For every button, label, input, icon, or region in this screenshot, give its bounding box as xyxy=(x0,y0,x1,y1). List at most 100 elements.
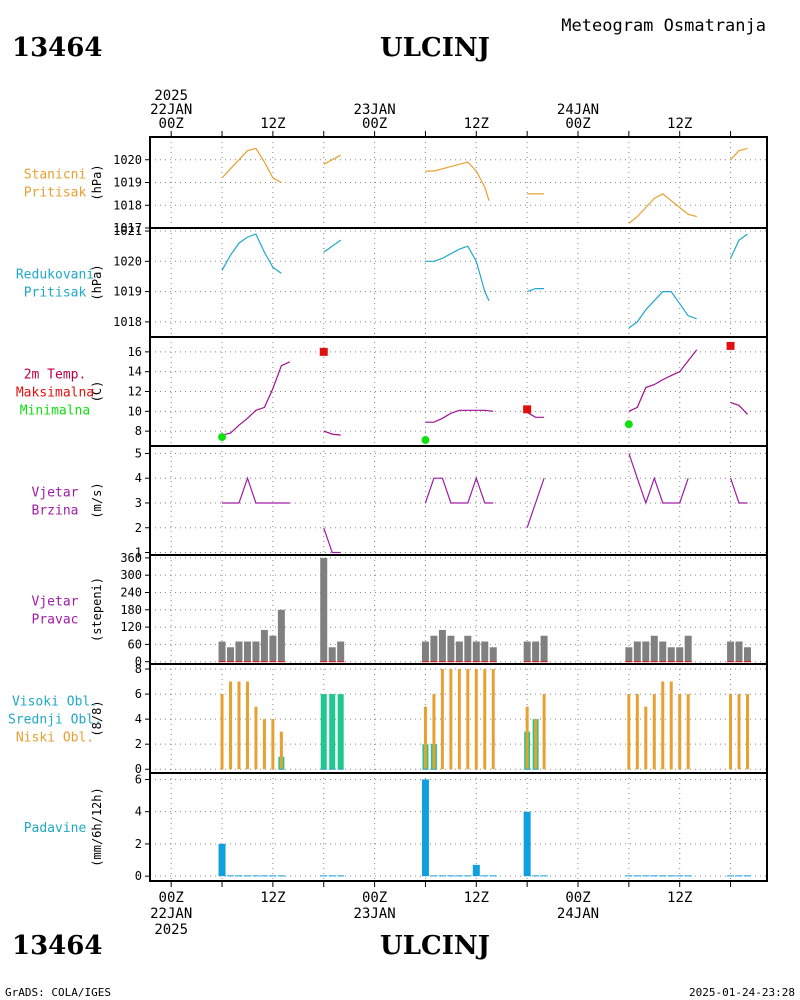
y-axis-label: (mm/6h/12h) xyxy=(90,787,104,866)
panel-label: Stanicni xyxy=(24,168,87,183)
time-label-top: 00Z xyxy=(159,116,184,132)
panel-label: Pritisak xyxy=(24,186,87,201)
panel-label: Visoki Obl. xyxy=(12,695,98,710)
bar-mark xyxy=(650,875,658,877)
cloud-bar xyxy=(635,694,639,770)
panel-label: Pritisak xyxy=(24,286,87,301)
bar-mark xyxy=(252,641,260,662)
y-tick-label: 1019 xyxy=(113,176,142,190)
series-line xyxy=(526,288,545,293)
y-tick-label: 1 xyxy=(135,546,142,560)
time-label-bottom: 12Z xyxy=(260,890,285,906)
series-line xyxy=(323,430,341,436)
y-tick-label: 1017 xyxy=(113,221,142,235)
cloud-bar xyxy=(449,669,453,770)
y-tick-label: 0 xyxy=(135,869,142,883)
y-tick-label: 16 xyxy=(128,345,142,359)
bar-mark xyxy=(523,811,531,877)
time-label-bottom: 00Z xyxy=(362,890,387,906)
bar-mark xyxy=(727,875,735,877)
bar-mark xyxy=(650,635,658,662)
bar-mark xyxy=(659,641,667,662)
bar-mark xyxy=(277,875,285,877)
y-tick-label: 300 xyxy=(120,568,142,582)
bar-mark xyxy=(320,557,328,662)
cloud-bar xyxy=(737,694,741,770)
data-layer xyxy=(218,557,752,663)
y-tick-label: 6 xyxy=(135,687,142,701)
bar-mark xyxy=(489,875,497,877)
bar-mark xyxy=(744,875,752,877)
footer-station-id: 13464 xyxy=(12,931,102,961)
bar-mark xyxy=(447,635,455,662)
cloud-bar xyxy=(661,681,665,770)
cloud-bar xyxy=(474,669,478,770)
time-label-bottom: 23JAN xyxy=(354,906,396,922)
series-line xyxy=(526,411,545,418)
y-tick-label: 120 xyxy=(120,620,142,634)
bar-mark xyxy=(625,647,633,662)
time-label-top: 00Z xyxy=(565,116,590,132)
bar-mark xyxy=(684,875,692,877)
series-line xyxy=(730,478,748,504)
cloud-bar xyxy=(279,731,283,770)
bar-mark xyxy=(735,875,743,877)
y-axis-label: (m/s) xyxy=(90,482,104,518)
y-tick-label: 10 xyxy=(128,404,142,418)
bar-mark xyxy=(438,875,446,877)
cloud-bar xyxy=(220,694,224,770)
y-tick-label: 1020 xyxy=(113,153,142,167)
min-temp-marker xyxy=(218,433,227,442)
bar-mark xyxy=(523,641,531,662)
y-tick-label: 12 xyxy=(128,385,142,399)
cloud-bar xyxy=(320,694,327,770)
bar-mark xyxy=(472,641,480,662)
cloud-bar xyxy=(237,681,241,770)
y-tick-label: 240 xyxy=(120,585,142,599)
y-tick-label: 8 xyxy=(135,662,142,676)
series-line xyxy=(628,349,698,412)
y-tick-label: 6 xyxy=(135,772,142,786)
min-temp-marker xyxy=(421,436,430,445)
cloud-bar xyxy=(457,669,461,770)
y-tick-label: 4 xyxy=(135,805,142,819)
y-tick-label: 2 xyxy=(135,837,142,851)
data-layer xyxy=(222,453,748,554)
y-axis-label: (stepeni) xyxy=(90,577,104,642)
cloud-bar xyxy=(729,694,733,770)
time-label-bottom: 2025 xyxy=(154,922,188,938)
max-temp-marker xyxy=(523,405,532,414)
bar-mark xyxy=(684,635,692,662)
panel-label: Brzina xyxy=(32,504,79,519)
cloud-bar xyxy=(245,681,249,770)
panels-group: 1017101810191020(hPa)StanicniPritisak101… xyxy=(8,88,768,938)
bar-mark xyxy=(421,641,429,662)
series-line xyxy=(323,527,341,554)
bar-mark xyxy=(337,875,345,877)
cloud-bar xyxy=(329,694,336,770)
bar-mark xyxy=(328,875,336,877)
panel-frame xyxy=(149,136,768,229)
panel-label: Redukovani xyxy=(16,268,94,283)
footer-credit: GrADS: COLA/IGES xyxy=(5,986,111,999)
time-label-top: 2025 xyxy=(154,88,188,104)
bar-mark xyxy=(625,875,633,877)
series-line xyxy=(526,478,545,528)
bar-mark xyxy=(269,875,277,877)
bar-mark xyxy=(235,641,243,662)
cloud-bar xyxy=(627,694,631,770)
bar-mark xyxy=(218,641,226,662)
y-tick-label: 1021 xyxy=(113,224,142,238)
cloud-bar xyxy=(644,706,648,770)
series-line xyxy=(424,476,494,504)
bar-mark xyxy=(464,875,472,877)
cloud-bar xyxy=(262,719,266,770)
bar-mark xyxy=(430,875,438,877)
bar-mark xyxy=(642,641,650,662)
series-line xyxy=(425,409,494,423)
cloud-bar xyxy=(525,706,529,770)
data-layer xyxy=(218,341,748,445)
series-line xyxy=(425,245,490,301)
cloud-bar xyxy=(432,694,436,770)
chart-title: Meteogram Osmatranja xyxy=(561,16,766,36)
